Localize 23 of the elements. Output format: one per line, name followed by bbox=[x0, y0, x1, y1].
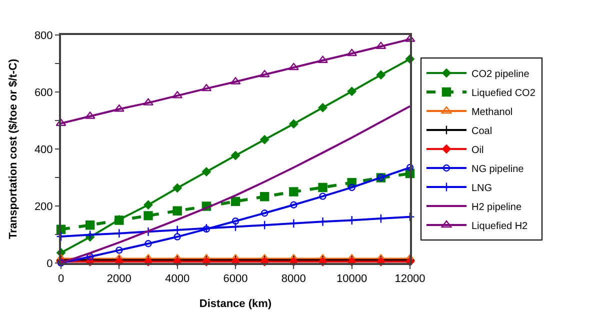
x-tick-label: 10000 bbox=[336, 273, 368, 286]
x-tick-label: 0 bbox=[58, 273, 64, 286]
y-tick-label: 600 bbox=[34, 86, 53, 99]
y-tick-label: 400 bbox=[34, 144, 53, 156]
y-tick-label: 800 bbox=[34, 30, 53, 42]
y-tick-label: 0 bbox=[46, 258, 53, 270]
x-tick-label: 12000 bbox=[394, 273, 426, 286]
x-axis-title: Distance (km) bbox=[199, 298, 272, 310]
y-axis-title: Transportation cost ($/toe or $/t-C) bbox=[8, 58, 20, 240]
x-tick-label: 6000 bbox=[223, 273, 248, 286]
legend-label: Liquefied H2 bbox=[471, 220, 528, 232]
legend-label: NG pipeline bbox=[471, 164, 524, 175]
legend-label: CO2 pipeline bbox=[471, 68, 530, 80]
legend-label: Oil bbox=[471, 144, 484, 156]
legend-label: H2 pipeline bbox=[471, 202, 522, 213]
legend-label: LNG bbox=[471, 182, 492, 194]
x-tick-label: 4000 bbox=[165, 273, 190, 286]
y-tick-label: 200 bbox=[34, 200, 53, 213]
x-tick-label: 8000 bbox=[281, 273, 306, 286]
legend-label: Methanol bbox=[471, 106, 513, 118]
legend-label: Liquefied CO2 bbox=[471, 88, 536, 99]
x-tick-label: 2000 bbox=[106, 273, 132, 286]
legend-label: Coal bbox=[471, 126, 492, 137]
